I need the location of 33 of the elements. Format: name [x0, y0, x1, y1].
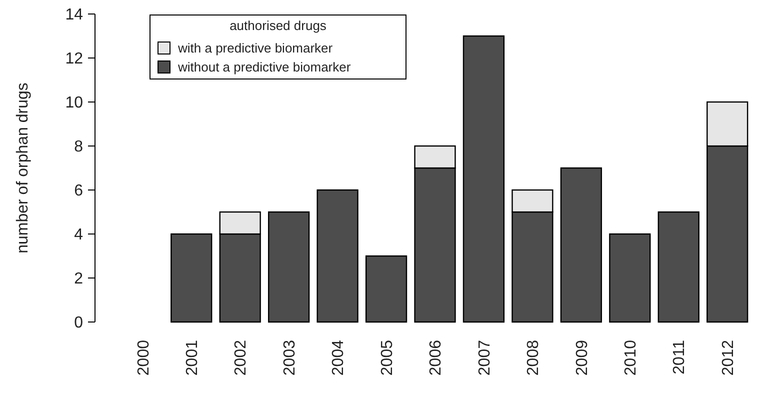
- x-tick-label: 2007: [476, 340, 494, 376]
- bar: [170, 233, 212, 323]
- y-tick-label: 2: [74, 270, 84, 288]
- bar: [658, 211, 700, 323]
- x-tick-label: 2005: [378, 340, 396, 376]
- x-tick-label: 2004: [330, 340, 348, 376]
- x-tick-label: 2006: [428, 340, 445, 376]
- x-tick-label: 2000: [135, 340, 152, 376]
- x-tick-label: 2010: [622, 340, 640, 376]
- x-tick-label: 2009: [574, 340, 591, 376]
- legend-title: authorised drugs: [230, 18, 327, 33]
- y-tick-label: 4: [74, 226, 84, 244]
- y-axis-title: number of orphan drugs: [14, 82, 32, 254]
- y-tick-label: 0: [74, 314, 84, 332]
- bar: [462, 35, 505, 323]
- x-tick-label: 2002: [232, 340, 250, 376]
- bar: [316, 189, 358, 323]
- x-tick-label: 2001: [184, 340, 201, 376]
- x-tick-label: 2012: [720, 340, 737, 376]
- legend-label: without a predictive biomarker: [177, 60, 352, 75]
- x-tick-label: 2011: [671, 340, 688, 374]
- y-tick-label: 12: [65, 50, 84, 68]
- y-tick-label: 6: [74, 182, 84, 200]
- bar: [268, 211, 310, 323]
- y-tick-label: 8: [74, 138, 84, 156]
- bar: [365, 255, 408, 323]
- y-tick-label: 10: [65, 94, 84, 112]
- y-tick-label: 14: [65, 6, 84, 24]
- bar: [560, 167, 602, 323]
- x-tick-label: 2008: [525, 340, 542, 376]
- legend-label: with a predictive biomarker: [177, 40, 334, 56]
- bar: [609, 233, 651, 323]
- x-tick-label: 2003: [281, 340, 298, 376]
